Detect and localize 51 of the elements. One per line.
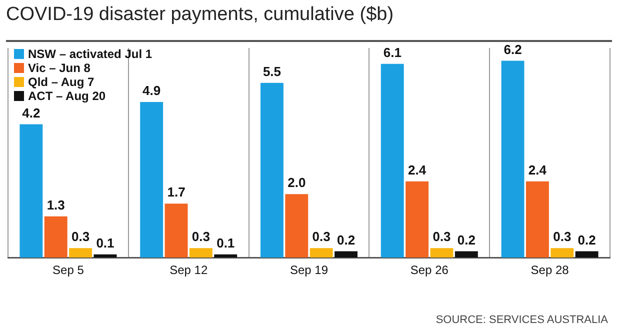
data-label: 0.1 [96,236,114,250]
bar [550,248,574,258]
legend-label: ACT – Aug 20 [28,89,106,103]
data-label: 0.2 [336,232,356,248]
chart-title: COVID-19 disaster payments, cumulative ($b) [6,4,394,26]
data-label: 6.1 [383,44,402,60]
bar [189,248,212,258]
bar [526,181,549,258]
bar [44,216,68,258]
data-label: 0.2 [578,232,596,248]
x-tick-label: Sep 5 [52,263,84,278]
legend-label: Vic – Jun 8 [27,61,92,75]
x-tick-label: Sep 12 [170,263,208,278]
data-label: 4.9 [142,83,161,98]
bar [285,194,308,258]
bar [454,251,478,258]
bar [164,204,188,258]
legend-label: Qld – Aug 7 [28,75,94,89]
x-tick-label: Sep 19 [290,263,328,278]
bar [334,251,358,258]
data-label: 2.0 [288,175,306,190]
bar [575,251,598,258]
legend-label: NSW – activated Jul 1 [27,47,152,61]
x-tick-label: Sep 26 [410,263,449,278]
bar [501,60,524,258]
bar [214,254,238,258]
source-note: SOURCE: SERVICES AUSTRALIA [436,314,608,326]
data-label: 2.4 [408,162,427,178]
bar [69,248,92,258]
data-label: 0.2 [457,232,476,248]
data-label: 6.2 [504,42,522,57]
data-label: 2.4 [528,162,548,178]
bar [310,248,333,258]
data-label: 1.3 [46,197,65,212]
bar [140,102,164,258]
bar [430,248,454,258]
data-label: 1.7 [167,184,186,200]
data-label: 0.3 [432,229,451,244]
data-label: 0.1 [216,236,235,250]
x-tick-label: Sep 28 [530,263,570,278]
data-label: 0.3 [192,229,210,244]
data-label: 4.2 [22,105,40,120]
data-label: 5.5 [262,64,282,80]
bar [20,124,43,258]
bar [260,82,284,258]
bar [94,254,117,258]
bar [406,181,429,258]
data-label: 0.3 [312,229,330,244]
data-label: 0.3 [553,229,572,244]
bar [380,64,404,258]
data-label: 0.3 [72,229,90,244]
